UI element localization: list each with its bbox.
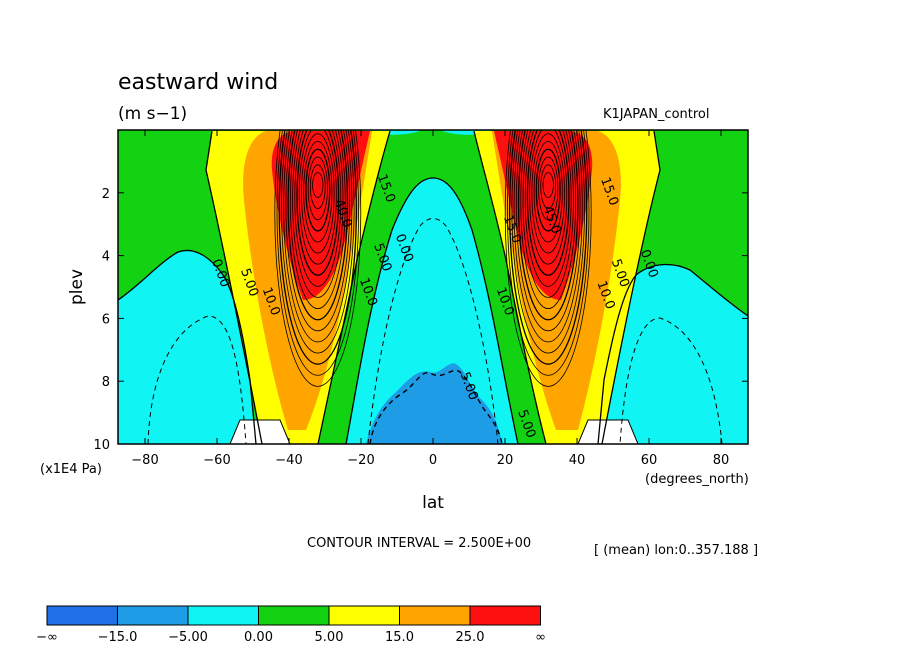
y-tick-label: 6	[102, 312, 110, 327]
y-axis-title: plev	[67, 269, 87, 305]
jet-contour-line	[307, 156, 328, 221]
jet-contour-line	[520, 130, 577, 309]
x-units-label: (degrees_north)	[645, 472, 749, 487]
boundary-contour-line	[317, 130, 391, 444]
tropical-dashed-contour	[367, 218, 499, 444]
contour-lines	[118, 130, 748, 444]
jet-contour-line	[515, 130, 581, 332]
jet-contour-line	[504, 130, 592, 387]
x-axis-title: lat	[422, 493, 444, 513]
jet-contour-line	[538, 156, 559, 221]
tropical-easterly-region	[346, 178, 518, 444]
units-label: (m s−1)	[118, 104, 187, 124]
boundary-contour-line	[597, 263, 748, 444]
colorbar-swatch	[328, 605, 400, 626]
jet-contour-line	[289, 130, 346, 309]
colorbar-label: 0.00	[244, 630, 273, 645]
colorbar-swatch	[46, 605, 118, 626]
contour-field	[118, 130, 748, 444]
jet-contour-line	[303, 141, 333, 243]
colorbar-label: −5.00	[168, 630, 208, 645]
colorbar-label: −15.0	[98, 630, 138, 645]
jet-contour-line	[535, 148, 561, 232]
jet-contour-line	[287, 130, 349, 321]
colorbar-swatch	[258, 605, 330, 626]
boundary-contour-line	[345, 177, 519, 444]
colorbar-label: 15.0	[385, 630, 414, 645]
jet-contour-line	[305, 148, 331, 232]
jet-contour-line	[509, 130, 588, 365]
y-tick-label: 8	[102, 375, 110, 390]
boundary-contour-line	[473, 130, 547, 444]
jet-contour-line	[507, 130, 590, 376]
x-tick-label: −60	[203, 453, 230, 468]
colorbar-swatch	[117, 605, 189, 626]
colorbar-swatch	[187, 605, 259, 626]
boundary-contour-line	[601, 130, 661, 444]
jet-contour-line	[531, 133, 565, 254]
x-tick-label: 20	[497, 453, 514, 468]
x-axis: −80 −60 −40 −20 0 20 40 60 80	[131, 130, 729, 468]
jet-contour-line	[511, 130, 585, 354]
south-dashed-contour	[147, 315, 247, 444]
jet-contour-line	[517, 130, 579, 321]
mean-note: [ (mean) lon:0..357.188 ]	[594, 543, 758, 558]
north-topography	[577, 419, 639, 444]
x-tick-label: 80	[713, 453, 730, 468]
boundary-contour-line	[118, 249, 257, 444]
colorbar-label: 5.00	[315, 630, 344, 645]
jet-contour-line	[278, 130, 357, 365]
jet-contour-line	[274, 130, 362, 387]
x-tick-label: −80	[131, 453, 158, 468]
x-tick-label: −40	[275, 453, 302, 468]
south-easterly-region	[118, 250, 256, 444]
boundary-contour-line	[205, 130, 263, 444]
jet-contour-line	[540, 164, 557, 210]
strong-easterly-region	[366, 363, 502, 444]
southern-jet	[206, 131, 390, 444]
contour-interval-note: CONTOUR INTERVAL = 2.500E+00	[307, 536, 531, 551]
run-label: K1JAPAN_control	[603, 107, 709, 122]
jet-contour-line	[309, 164, 326, 210]
y-tick-label: 4	[102, 250, 110, 265]
jet-contour-line	[301, 133, 335, 254]
jet-contour-line	[524, 130, 572, 287]
y-tick-label: 10	[93, 438, 110, 453]
jet-contour-line	[529, 130, 568, 265]
colorbar-label: ∞	[535, 630, 546, 645]
jet-contour-line	[542, 172, 554, 198]
jet-contour-line	[296, 130, 340, 276]
colorbar-swatch	[469, 605, 541, 626]
jet-contour-line	[294, 130, 342, 287]
y-tick-label: 2	[102, 187, 110, 202]
x-tick-label: −20	[347, 453, 374, 468]
north-easterly-region	[598, 264, 748, 444]
strong-dashed-contour	[369, 369, 503, 444]
jet-contour-line	[526, 130, 570, 276]
jet-contour-line	[522, 130, 574, 298]
y-units-label: (x1E4 Pa)	[40, 462, 102, 477]
colorbar-swatch	[399, 605, 471, 626]
jet-contour-line	[292, 130, 344, 298]
jet-contour-line	[281, 130, 355, 354]
chart-title: eastward wind	[118, 70, 278, 95]
colorbar-label: −∞	[36, 630, 58, 645]
x-tick-label: 60	[641, 453, 658, 468]
colorbar: −∞ −15.0 −5.00 0.00 5.00 15.0 25.0 ∞	[36, 605, 546, 645]
colorbar-label: 25.0	[456, 630, 485, 645]
jet-contour-line	[533, 141, 563, 243]
jet-contour-line	[312, 172, 324, 198]
jet-contour-line	[276, 130, 359, 376]
x-tick-label: 40	[569, 453, 586, 468]
jet-contour-line	[285, 130, 351, 332]
jet-contour-line	[283, 130, 353, 343]
jet-contour-line	[513, 130, 583, 343]
x-tick-label: 0	[429, 453, 437, 468]
y-axis: 2 4 6 8 10	[93, 187, 748, 453]
north-dashed-contour	[619, 317, 723, 444]
jet-contour-line	[298, 130, 337, 265]
